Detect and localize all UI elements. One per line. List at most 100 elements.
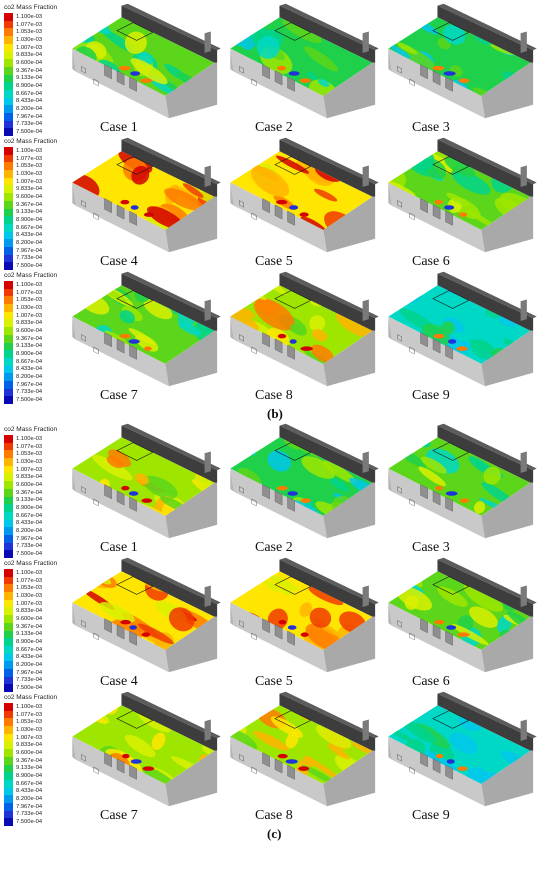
door: [520, 451, 527, 473]
case-caption: Case 7: [100, 808, 138, 823]
legend-swatch: [4, 200, 13, 209]
legend-swatch: [4, 350, 13, 358]
end-wall: [323, 62, 376, 119]
legend-entry: 1.030e-03: [4, 458, 66, 466]
legend-swatch: [4, 802, 13, 811]
partition-block: [104, 484, 112, 500]
legend-label: 7.500e-04: [16, 685, 43, 692]
legend-label: 9.600e-04: [16, 615, 43, 622]
partition-block: [104, 332, 112, 348]
legend-label: 9.833e-04: [16, 608, 43, 615]
wall-opening: [251, 212, 257, 221]
legend-entry: 9.600e-04: [4, 59, 66, 67]
partition-block: [445, 496, 453, 512]
legend-label: 1.077e-03: [16, 577, 43, 584]
partition-block: [129, 76, 137, 92]
color-legend: co2 Mass Fraction 1.100e-03 1.077e-03 1.053…: [4, 426, 66, 558]
legend-title: co2 Mass Fraction: [4, 272, 58, 279]
legend-swatch: [4, 779, 13, 788]
wall-top: [121, 557, 221, 605]
legend-entry: 1.100e-03: [4, 569, 66, 577]
ceiling-opening: [274, 22, 312, 41]
ceiling-opening: [274, 442, 312, 461]
legend-entry: 8.667e-04: [4, 89, 66, 98]
ceiling-opening: [116, 710, 154, 729]
wall-opening: [409, 632, 415, 641]
case-render: [380, 422, 545, 540]
legend-entry: 7.500e-04: [4, 262, 66, 270]
legend-label: 1.100e-03: [16, 703, 43, 710]
wall-opening: [251, 78, 257, 87]
end-wall: [481, 330, 534, 387]
wall-top: [437, 423, 537, 471]
legend-entry: 8.667e-04: [4, 223, 66, 232]
wall-top: [279, 423, 379, 471]
legend-entry: 8.200e-04: [4, 661, 66, 669]
wall-opening: [251, 766, 257, 775]
end-wall: [323, 750, 376, 807]
partition-block: [432, 338, 441, 354]
wall-opening: [81, 200, 86, 208]
legend-swatch: [4, 396, 13, 404]
legend-entry: 8.667e-04: [4, 357, 66, 366]
door: [362, 719, 369, 741]
legend-swatch: [4, 388, 13, 397]
legend-swatch: [4, 795, 13, 803]
legend-swatch: [4, 684, 13, 692]
legend-entry: 9.367e-04: [4, 488, 66, 497]
legend-label: 1.007e-03: [16, 466, 43, 473]
legend-entry: 8.900e-04: [4, 216, 66, 224]
legend-entry: 7.500e-04: [4, 396, 66, 404]
case-render: [380, 690, 545, 808]
ceiling-opening: [274, 290, 312, 309]
legend-swatch: [4, 357, 13, 366]
legend-entry: 1.077e-03: [4, 154, 66, 163]
legend-swatch: [4, 710, 13, 719]
legend-swatch: [4, 120, 13, 129]
door: [362, 31, 369, 53]
legend-entry: 1.077e-03: [4, 576, 66, 585]
legend-label: 1.077e-03: [16, 21, 43, 28]
back-wall: [279, 273, 376, 331]
ceiling-opening: [432, 290, 470, 309]
legend-swatch: [4, 481, 13, 489]
legend-label: 1.030e-03: [16, 592, 43, 599]
legend-swatch: [4, 511, 13, 520]
legend-label: 8.200e-04: [16, 796, 43, 803]
legend-label: 1.007e-03: [16, 734, 43, 741]
door: [520, 299, 527, 321]
legend-label: 8.667e-04: [16, 646, 43, 653]
legend-swatch: [4, 319, 13, 328]
wall-top: [279, 691, 379, 739]
legend-entry: 9.600e-04: [4, 481, 66, 489]
legend-label: 7.967e-04: [16, 669, 43, 676]
partition-block: [262, 484, 270, 500]
wall-opening: [93, 78, 99, 87]
legend-entry: 1.100e-03: [4, 13, 66, 21]
legend-swatch: [4, 262, 13, 270]
legend-swatch: [4, 373, 13, 381]
partition-block: [287, 344, 295, 360]
partition-block: [129, 210, 137, 226]
legend-label: 8.433e-04: [16, 232, 43, 239]
ceiling-opening: [116, 22, 154, 41]
case-caption: Case 9: [412, 808, 450, 823]
partition-block: [445, 210, 453, 226]
legend-label: 9.367e-04: [16, 201, 43, 208]
legend-label: 8.200e-04: [16, 240, 43, 247]
legend-entry: 1.053e-03: [4, 450, 66, 459]
legend-swatch: [4, 496, 13, 505]
legend-entry: 9.600e-04: [4, 749, 66, 757]
legend-label: 1.030e-03: [16, 458, 43, 465]
legend-swatch: [4, 43, 13, 52]
case-render: [380, 556, 545, 674]
legend-swatch: [4, 177, 13, 186]
legend-entry: 7.733e-04: [4, 810, 66, 819]
legend-swatch: [4, 13, 13, 21]
legend-label: 8.667e-04: [16, 358, 43, 365]
wall-top: [437, 137, 537, 185]
wall-opening: [81, 754, 86, 762]
wall-opening: [251, 498, 257, 507]
partition-block: [104, 198, 112, 214]
legend-swatch: [4, 223, 13, 232]
